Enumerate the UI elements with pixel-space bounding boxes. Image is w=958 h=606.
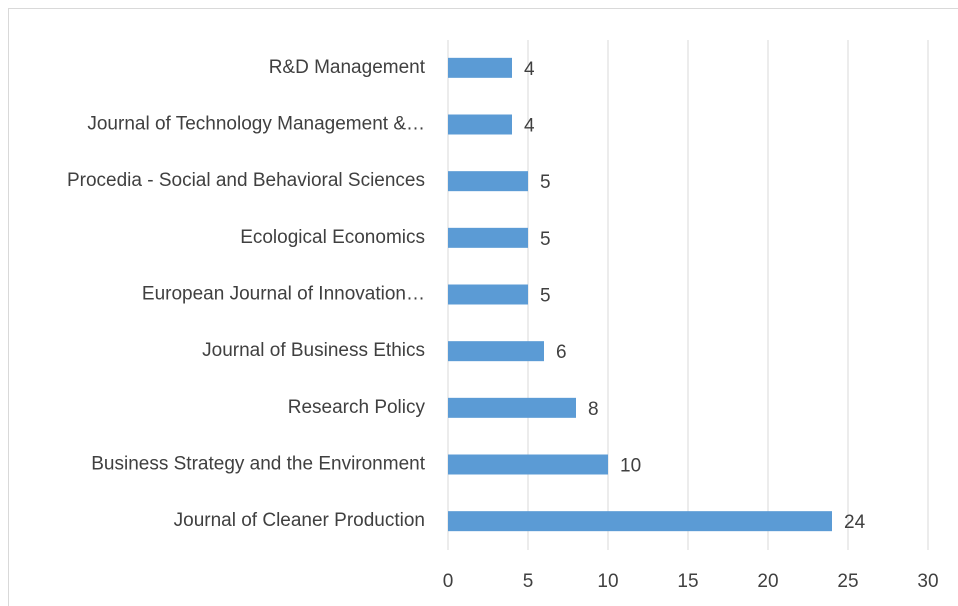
x-tick-label: 10	[597, 571, 618, 592]
y-tick-label: Journal of Business Ethics	[202, 340, 425, 361]
data-label: 5	[540, 286, 551, 307]
x-tick-label: 30	[917, 571, 938, 592]
x-tick-label: 0	[443, 571, 454, 592]
data-label: 8	[588, 399, 599, 420]
bar	[448, 57, 512, 78]
bar	[448, 227, 528, 248]
bar	[448, 114, 512, 135]
bar	[448, 397, 576, 418]
bar	[448, 171, 528, 192]
bar	[448, 341, 544, 362]
bar	[448, 284, 528, 305]
data-label: 4	[524, 116, 535, 137]
data-label: 5	[540, 229, 551, 250]
x-tick-label: 25	[837, 571, 858, 592]
chart-border	[8, 8, 958, 606]
y-tick-label: Journal of Technology Management &…	[87, 114, 425, 135]
y-tick-label: Journal of Cleaner Production	[174, 510, 425, 531]
x-tick-label: 15	[677, 571, 698, 592]
bar	[448, 454, 608, 475]
y-tick-label: Ecological Economics	[240, 227, 425, 248]
y-tick-label: R&D Management	[269, 57, 426, 78]
x-tick-label: 5	[523, 571, 534, 592]
data-label: 5	[540, 172, 551, 193]
bar	[448, 511, 832, 532]
data-label: 6	[556, 342, 567, 363]
data-label: 4	[524, 59, 535, 80]
y-tick-label: European Journal of Innovation…	[142, 284, 425, 305]
data-label: 24	[844, 512, 866, 533]
y-tick-label: Research Policy	[288, 397, 426, 418]
data-label: 10	[620, 456, 641, 477]
y-tick-label: Business Strategy and the Environment	[91, 454, 425, 475]
y-tick-label: Procedia - Social and Behavioral Science…	[67, 170, 425, 191]
x-tick-label: 20	[757, 571, 778, 592]
